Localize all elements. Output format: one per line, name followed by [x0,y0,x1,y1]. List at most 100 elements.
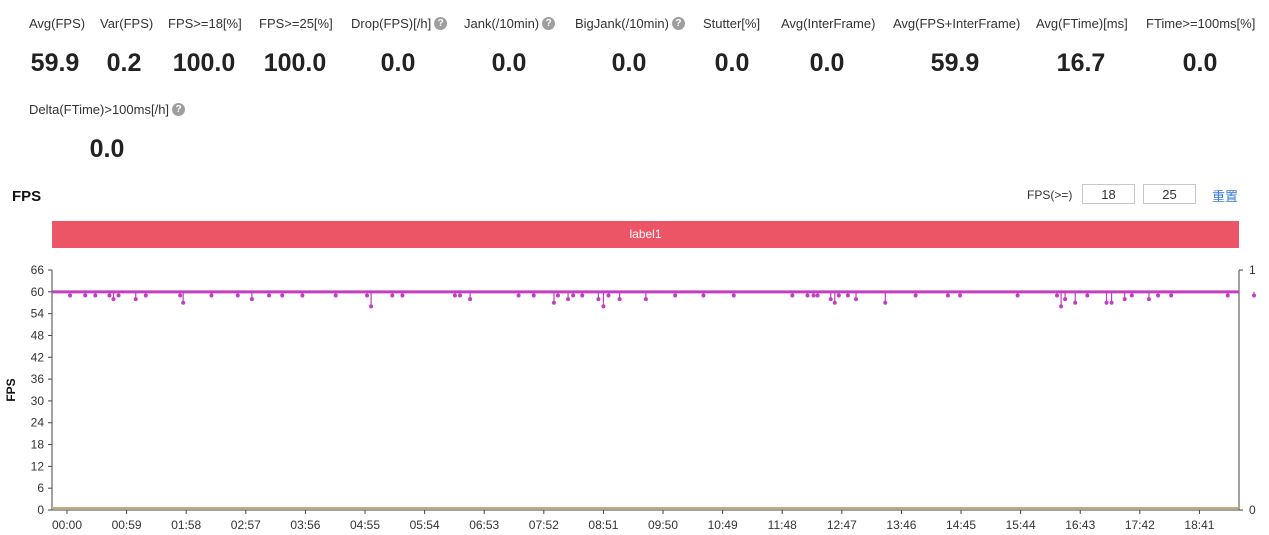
fps-dip-point [790,293,795,298]
x-tick-label: 01:58 [171,518,201,532]
metric-value: 0.2 [106,49,142,77]
metric-value: 0.0 [1182,49,1218,77]
fps-dip-point [369,304,374,309]
fps-dip-point [300,293,305,298]
fps-dip-point [1109,300,1114,305]
help-icon[interactable]: ? [172,103,186,116]
x-tick-label: 17:42 [1125,518,1155,532]
metric-value: 0.0 [714,49,750,77]
metric-value: 0.0 [380,49,416,77]
fps-dip-point [701,293,706,298]
fps-dip-point [68,293,73,298]
y2-tick-label: 1 [1249,263,1256,277]
fps-dip-point [267,293,272,298]
fps-dip-point [601,304,606,309]
fps-dip-point [731,293,736,298]
x-tick-label: 05:54 [410,518,440,532]
x-tick-label: 12:47 [827,518,857,532]
metric-label-text: BigJank(/10min) [575,16,669,31]
fps-dip-point [580,293,585,298]
fps-dip-point [1146,297,1151,302]
x-tick-label: 00:59 [112,518,142,532]
metric-label-text: FPS>=18[%] [168,16,242,31]
fps-dip-point [643,297,648,302]
y-tick-label: 6 [37,481,44,495]
fps-dip-point [107,293,112,298]
metric-label: Stutter[%] [703,16,760,31]
fps-dip-point [1252,293,1257,298]
y-axis-label: FPS [4,378,18,401]
fps-section-title: FPS [12,188,42,205]
metric-label: Avg(FTime)[ms] [1036,16,1128,31]
x-tick-label: 18:41 [1184,518,1214,532]
fps-dip-point [551,300,556,305]
fps-dip-point [133,297,138,302]
fps-dip-point [913,293,918,298]
fps-dip-point [606,293,611,298]
fps-dip-point [571,293,576,298]
metric-label: Avg(InterFrame) [781,16,875,31]
fps-dip-point [805,293,810,298]
label-bar[interactable]: label1 [52,221,1239,248]
fps-dip-point [83,293,88,298]
x-tick-label: 13:46 [886,518,916,532]
fps-dip-point [1122,297,1127,302]
x-tick-label: 08:51 [588,518,618,532]
fps-dip-point [1059,304,1064,309]
help-icon[interactable]: ? [434,17,448,30]
metric-label-text: Avg(FPS+InterFrame) [893,16,1021,31]
metric-value: 100.0 [263,49,327,77]
metric-value: 0.0 [89,135,125,163]
y-tick-label: 18 [31,438,45,452]
metric-value: 0.0 [491,49,527,77]
fps-dip-point [1063,297,1068,302]
y-tick-label: 12 [31,459,45,473]
fps-dip-point [945,293,950,298]
metric-label: Drop(FPS)[/h]? [351,16,448,31]
fps-threshold-low-input[interactable] [1082,184,1135,204]
y-tick-label: 60 [31,285,45,299]
metric-label: FPS>=18[%] [168,16,242,31]
x-tick-label: 10:49 [708,518,738,532]
reset-link[interactable]: 重置 [1212,189,1239,204]
fps-dip-point [832,300,837,305]
x-tick-label: 15:44 [1006,518,1036,532]
metric-label-text: Avg(FPS) [29,16,86,31]
x-tick-label: 00:00 [52,518,82,532]
y-tick-label: 48 [31,328,45,342]
fps-dip-point [1169,293,1174,298]
fps-dip-point [516,293,521,298]
fps-dip-point [1085,293,1090,298]
x-tick-label: 04:55 [350,518,380,532]
metric-label-text: Drop(FPS)[/h] [351,16,432,31]
fps-threshold-high-input[interactable] [1143,184,1196,204]
metric-label-text: FPS>=25[%] [259,16,333,31]
y-tick-label: 66 [31,263,45,277]
metric-value: 59.9 [30,49,80,77]
fps-dip-point [673,293,678,298]
fps-dip-point [531,293,536,298]
fps-dip-point [811,293,816,298]
fps-dip-point [143,293,148,298]
fps-dip-point [1156,293,1161,298]
fps-chart[interactable]: 0 6 12 18 24 30 36 42 48 54 60 66 0 1 00:00 00:59 01:58 0… [0,255,1269,535]
y2-tick-label: 0 [1249,503,1256,517]
fps-dip-point [365,293,370,298]
metric-value: 0.0 [611,49,647,77]
fps-dip-point [596,297,601,302]
fps-dip-point [958,293,963,298]
help-icon[interactable]: ? [542,17,556,30]
fps-dip-point [617,297,622,302]
metric-value: 0.0 [809,49,845,77]
x-tick-label: 16:43 [1065,518,1095,532]
x-tick-label: 03:56 [290,518,320,532]
help-icon[interactable]: ? [671,17,685,30]
metric-label: Jank(/10min)? [464,16,556,31]
fps-dip-point [1073,300,1078,305]
metric-value: 100.0 [172,49,236,77]
fps-dip-point [400,293,405,298]
fps-dip-point [280,293,285,298]
fps-dip-point [333,293,338,298]
fps-dip-point [1015,293,1020,298]
metric-label: BigJank(/10min)? [575,16,685,31]
